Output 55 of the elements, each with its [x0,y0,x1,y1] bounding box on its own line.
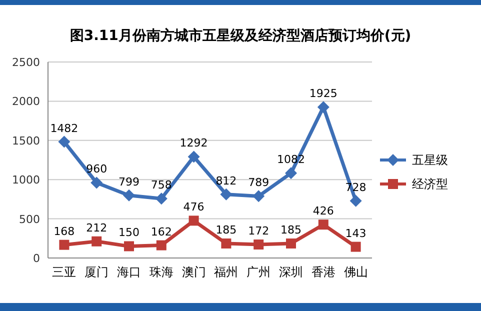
point [252,190,265,202]
chart-title: 图3.11月份南方城市五星级及经济型酒店预订均价(元) [70,27,412,44]
x-tick-label: 珠海 [149,265,174,279]
x-tick-label: 厦门 [84,265,109,279]
point [156,240,166,250]
data-label: 789 [248,176,270,190]
point [92,236,102,246]
y-tick-label: 2500 [12,56,40,69]
x-tick-label: 三亚 [52,265,76,279]
data-label: 143 [345,226,366,240]
x-tick-label: 广州 [246,265,271,279]
x-tick-label: 香港 [311,265,336,279]
data-label: 1925 [309,87,338,100]
point [188,216,199,226]
data-label: 812 [216,174,237,188]
x-tick-label: 深圳 [279,265,303,279]
point [124,241,134,252]
data-label: 185 [216,223,237,236]
y-tick-label: 0 [33,252,40,265]
y-tick-label: 1000 [12,174,40,187]
point [318,220,328,230]
x-tick-label: 海口 [117,265,141,279]
data-label: 476 [183,200,204,214]
point [350,242,361,252]
point [254,240,264,250]
y-tick-label: 1500 [12,134,40,148]
point [221,238,232,248]
data-label: 185 [280,223,302,236]
legend-label: 经济型 [412,177,448,191]
data-label: 799 [118,175,140,188]
data-label: 1292 [180,136,208,150]
point [350,194,362,207]
data-label: 150 [118,226,140,240]
point [188,150,200,163]
y-tick-label: 500 [19,212,40,226]
point [286,238,296,248]
point [285,167,297,180]
data-label: 162 [150,225,172,238]
point [155,192,168,205]
data-label: 426 [312,204,334,218]
point [58,136,70,148]
point [59,240,70,250]
point [220,188,232,200]
data-label: 168 [54,224,75,238]
point [123,189,135,202]
point [90,176,103,189]
x-tick-label: 福州 [214,265,238,279]
y-tick-label: 2000 [12,95,40,108]
data-label: 1482 [50,122,78,135]
x-tick-label: 佛山 [344,265,368,279]
legend-label: 五星级 [412,153,448,167]
data-label: 212 [86,221,108,234]
x-tick-label: 澳门 [182,265,206,279]
data-label: 172 [248,224,270,238]
point [317,101,330,114]
